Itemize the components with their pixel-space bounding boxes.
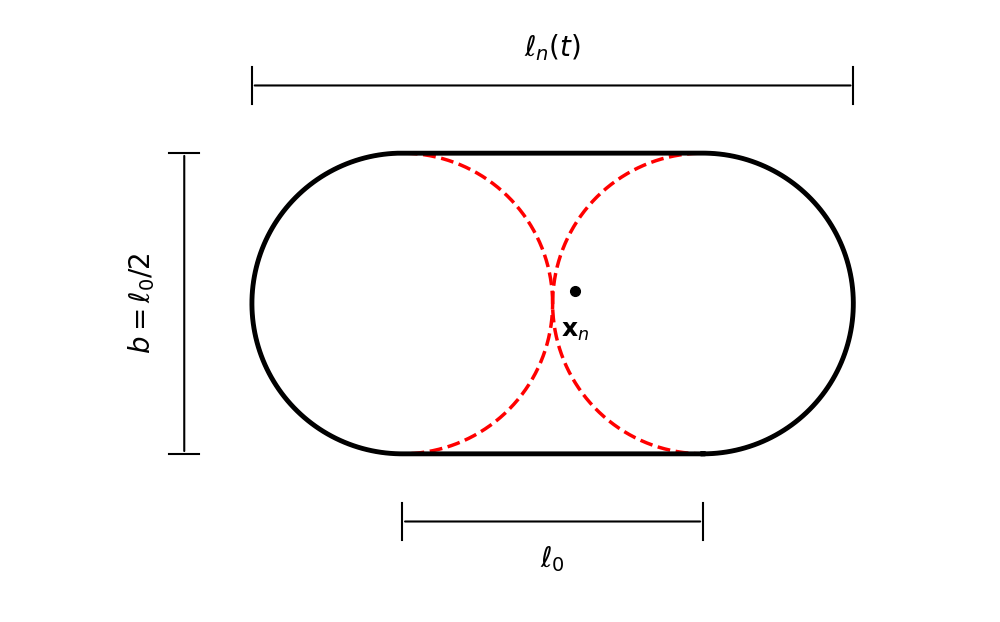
Text: $\mathbf{x}_n$: $\mathbf{x}_n$ bbox=[561, 318, 589, 343]
Text: $\ell_0$: $\ell_0$ bbox=[540, 544, 565, 574]
Text: $\ell_n(t)$: $\ell_n(t)$ bbox=[524, 32, 581, 63]
Text: $b = \ell_0/2$: $b = \ell_0/2$ bbox=[126, 253, 157, 355]
